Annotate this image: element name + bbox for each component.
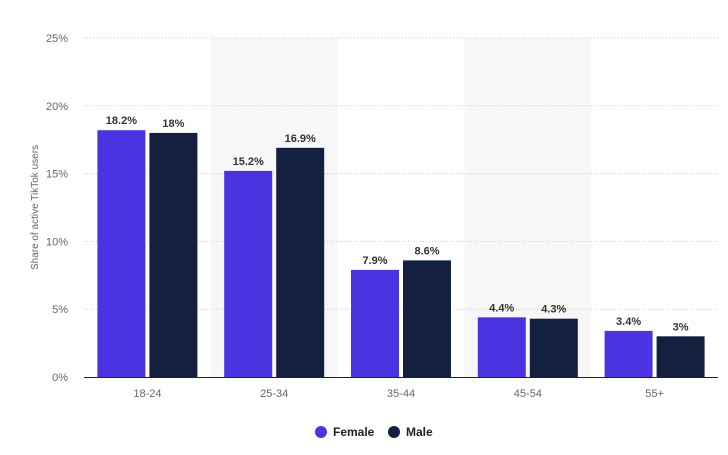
legend-marker-male xyxy=(388,426,400,438)
bar-female-25-34[interactable] xyxy=(224,170,273,377)
x-tick-label: 55+ xyxy=(645,388,664,400)
data-label-female-18-24: 18.2% xyxy=(106,115,137,127)
legend-item-male[interactable]: Male xyxy=(388,425,433,439)
data-labels: 18.2% 18% 15.2% 16.9% 7.9% 8.6% 4.4% 4.3% 3.4% 3% xyxy=(106,115,689,333)
x-tick-label: 25-34 xyxy=(260,388,288,400)
y-tick-label: 20% xyxy=(46,101,68,113)
y-tick-labels: 0% 5% 10% 15% 20% 25% xyxy=(46,33,68,384)
x-tick-labels: 18-24 25-34 35-44 45-54 55+ xyxy=(133,388,664,400)
bar-female-18-24[interactable] xyxy=(97,130,146,377)
y-axis-title: Share of active TikTok users xyxy=(30,145,41,270)
y-tick-label: 0% xyxy=(52,372,68,384)
legend: Female Male xyxy=(315,425,433,439)
y-tick-label: 10% xyxy=(46,236,68,248)
bar-male-18-24[interactable] xyxy=(149,132,198,377)
data-label-female-55+: 3.4% xyxy=(616,316,641,328)
data-label-female-45-54: 4.4% xyxy=(489,302,514,314)
x-tick-label: 18-24 xyxy=(133,388,161,400)
legend-label-female: Female xyxy=(333,425,375,439)
data-label-female-35-44: 7.9% xyxy=(362,255,387,267)
bar-female-45-54[interactable] xyxy=(477,317,526,377)
data-label-male-35-44: 8.6% xyxy=(414,245,439,257)
y-tick-label: 25% xyxy=(46,33,68,45)
x-tick-label: 35-44 xyxy=(387,388,415,400)
bar-male-35-44[interactable] xyxy=(403,260,451,377)
y-tick-label: 15% xyxy=(46,169,68,181)
y-tick-label: 5% xyxy=(52,304,68,316)
bar-male-45-54[interactable] xyxy=(529,318,578,377)
legend-item-female[interactable]: Female xyxy=(315,425,375,439)
bar-male-25-34[interactable] xyxy=(276,147,325,377)
data-label-male-18-24: 18% xyxy=(162,118,184,130)
data-label-male-45-54: 4.3% xyxy=(541,304,566,316)
bar-female-55+[interactable] xyxy=(604,330,653,377)
data-label-female-25-34: 15.2% xyxy=(233,156,264,168)
bar-male-55+[interactable] xyxy=(656,336,705,377)
legend-label-male: Male xyxy=(406,425,433,439)
x-tick-label: 45-54 xyxy=(514,388,542,400)
data-label-male-25-34: 16.9% xyxy=(285,133,316,145)
bars xyxy=(97,130,705,377)
bar-female-35-44[interactable] xyxy=(351,269,399,377)
data-label-male-55+: 3% xyxy=(673,321,689,333)
legend-marker-female xyxy=(315,426,327,438)
